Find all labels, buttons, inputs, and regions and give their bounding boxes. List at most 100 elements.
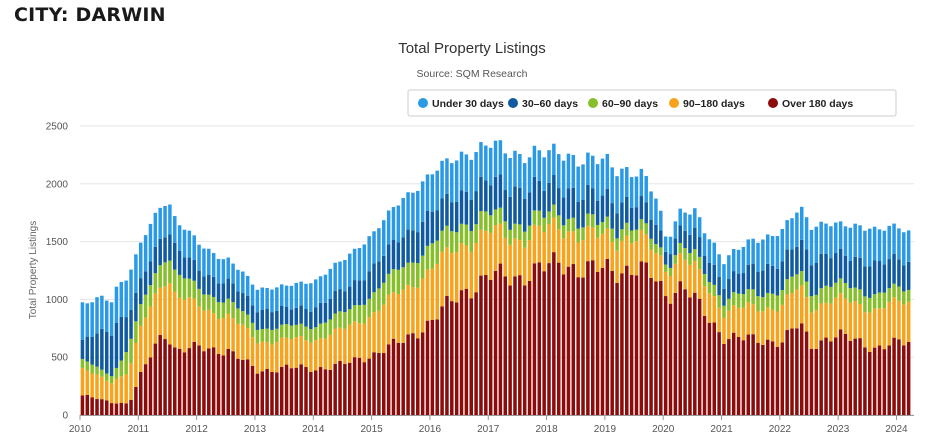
bar-segment <box>396 205 401 243</box>
bar-segment <box>119 376 124 403</box>
bar-segment <box>775 346 780 415</box>
bar-segment <box>717 254 721 277</box>
bar-segment <box>192 259 196 281</box>
bar-segment <box>420 278 425 333</box>
bar-segment <box>279 337 284 367</box>
bar-segment <box>236 269 240 292</box>
bar-segment <box>406 192 410 230</box>
bar-segment <box>338 327 342 361</box>
bar-segment <box>163 206 167 238</box>
bar-segment <box>717 276 721 296</box>
legend-marker <box>669 98 679 108</box>
bar-segment <box>503 190 508 222</box>
bar-segment <box>328 369 333 415</box>
bar-segment <box>731 305 736 333</box>
bar-segment <box>109 335 114 377</box>
bar-segment <box>318 367 323 415</box>
bar-segment <box>275 342 279 373</box>
bar-segment <box>848 302 853 341</box>
bar-segment <box>153 293 158 344</box>
bar-segment <box>595 224 600 238</box>
bar-segment <box>834 297 838 338</box>
bar-segment <box>425 320 430 415</box>
bar-segment <box>260 341 265 372</box>
bar-segment <box>770 265 775 294</box>
bar-segment <box>785 220 789 250</box>
bar-segment <box>163 339 167 415</box>
bar-segment <box>129 269 133 310</box>
bar-segment <box>445 295 449 415</box>
bar-segment <box>498 263 503 415</box>
bar-segment <box>707 322 712 415</box>
bar-segment <box>513 150 517 187</box>
bar-segment <box>100 295 104 329</box>
bar-segment <box>309 372 313 415</box>
bar-segment <box>629 230 634 244</box>
bar-segment <box>168 283 172 345</box>
bar-segment <box>493 270 498 415</box>
bar-segment <box>289 368 294 415</box>
bar-segment <box>401 289 405 343</box>
bar-segment <box>182 299 187 353</box>
bar-segment <box>615 282 619 415</box>
bar-segment <box>304 283 308 309</box>
bar-segment <box>129 309 133 339</box>
bar-segment <box>508 285 512 415</box>
bar-segment <box>173 269 177 292</box>
bar-segment <box>362 280 367 305</box>
bar-segment <box>241 293 245 312</box>
bar-segment <box>411 262 415 288</box>
bar-segment <box>853 256 857 288</box>
bar-segment <box>328 298 333 320</box>
bar-segment <box>785 279 789 295</box>
bar-segment <box>498 140 503 175</box>
y-tick-label: 1000 <box>46 295 69 306</box>
bar-segment <box>357 357 362 415</box>
bar-segment <box>824 302 828 338</box>
bar-segment <box>882 349 887 415</box>
bar-segment <box>377 310 381 353</box>
bar-segment <box>629 243 634 275</box>
bar-segment <box>707 282 712 294</box>
bar-segment <box>250 365 255 415</box>
bar-segment <box>304 308 308 327</box>
bar-segment <box>187 230 192 258</box>
bar-segment <box>872 347 877 415</box>
bar-segment <box>129 399 133 415</box>
bar-segment <box>712 264 716 285</box>
bar-segment <box>556 229 561 263</box>
bar-segment <box>289 285 294 310</box>
bar-segment <box>605 153 610 189</box>
bar-segment <box>459 290 464 415</box>
bar-segment <box>139 325 143 372</box>
bar-segment <box>401 267 405 290</box>
bar-segment <box>615 250 619 283</box>
bar-segment <box>139 372 143 415</box>
bar-segment <box>576 166 580 202</box>
legend[interactable]: Under 30 days 30–60 days 60–90 days 90–180 … <box>407 89 897 117</box>
x-tick-label: 2021 <box>710 424 733 433</box>
bar-segment <box>270 372 274 415</box>
bar-segment <box>668 236 673 255</box>
bar-segment <box>765 307 770 340</box>
bar-segment <box>566 266 571 415</box>
bar-segment <box>775 236 780 269</box>
bar-segment <box>382 353 386 415</box>
bar-segment <box>532 263 537 415</box>
bar-segment <box>902 304 906 346</box>
bar-segment <box>420 255 425 279</box>
bar-segment <box>95 366 99 375</box>
bar-segment <box>416 232 420 264</box>
bar-segment <box>236 291 240 309</box>
bar-segment <box>804 249 809 282</box>
bar-segment <box>221 318 226 356</box>
bar-segment <box>85 395 90 415</box>
bar-segment <box>819 253 823 289</box>
bar-segment <box>299 281 303 306</box>
bar-segment <box>615 238 619 251</box>
bar-segment <box>362 304 367 324</box>
bar-segment <box>129 338 133 364</box>
bar-segment <box>542 190 546 218</box>
bar-segment <box>425 269 430 321</box>
bar-segment <box>192 298 196 342</box>
